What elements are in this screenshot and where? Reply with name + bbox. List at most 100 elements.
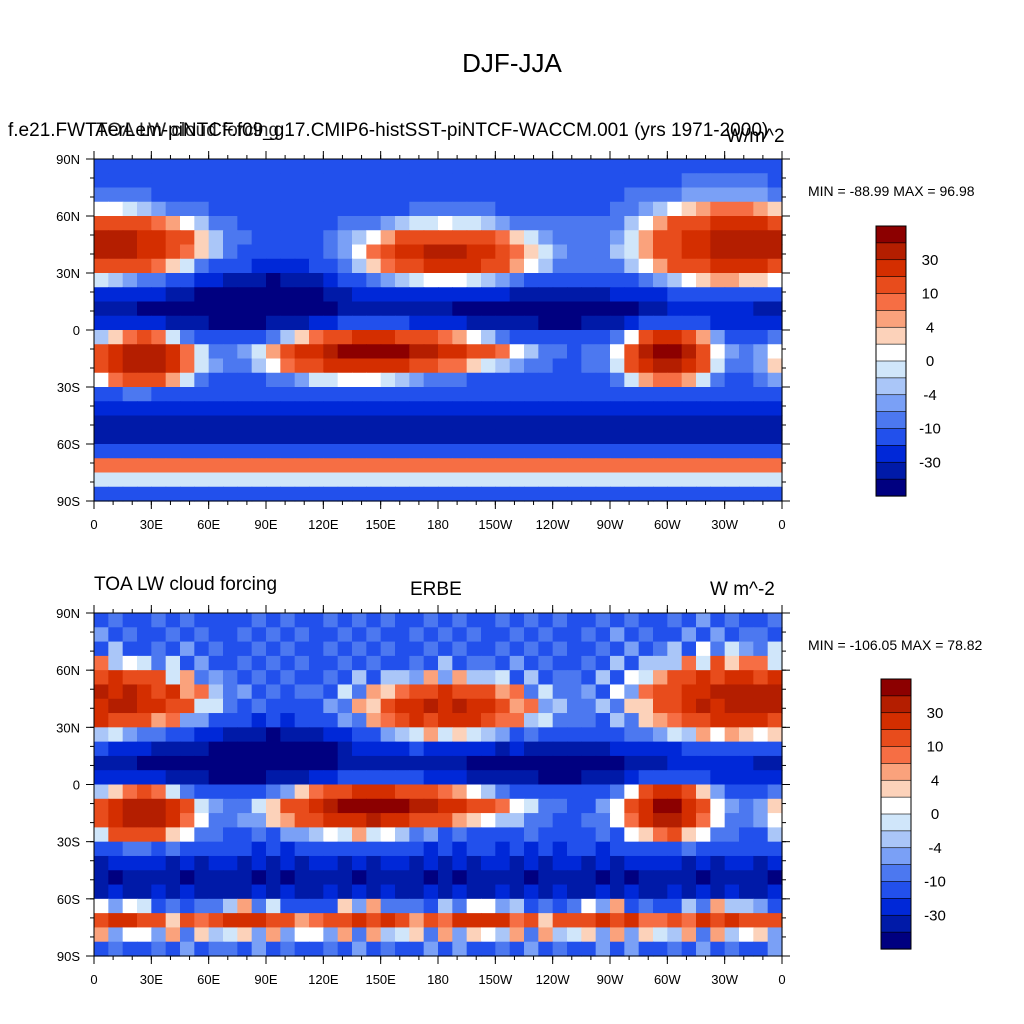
field-cell (223, 698, 238, 714)
field-cell (753, 387, 769, 402)
field-cell (509, 387, 525, 402)
field-cell (466, 230, 482, 246)
field-cell (323, 870, 339, 886)
field-cell (567, 855, 582, 871)
field-cell (237, 627, 253, 643)
field-cell (710, 187, 726, 203)
field-cell (753, 627, 769, 643)
field-cell (667, 727, 683, 743)
field-cell (753, 770, 769, 786)
field-cell (223, 784, 238, 800)
field-cell (481, 770, 496, 786)
field-cell (710, 230, 726, 246)
field-cell (395, 230, 410, 246)
field-cell (538, 741, 554, 757)
field-cell (681, 941, 697, 957)
field-cell (223, 258, 238, 274)
field-cell (309, 798, 324, 814)
field-cell (696, 472, 711, 488)
top-panel-variable-title: TOA LW cloud forcing (96, 120, 280, 141)
field-cell (122, 344, 138, 360)
colorbar-frame (875, 225, 907, 497)
field-cell (739, 429, 754, 445)
field-cell (251, 301, 267, 317)
field-cell (108, 827, 124, 843)
field-cell (165, 698, 181, 714)
field-cell (552, 855, 568, 871)
field-cell (466, 655, 482, 671)
field-cell (309, 884, 324, 900)
field-cell (208, 913, 224, 929)
colorbar-swatch (875, 310, 907, 328)
field-cell (352, 641, 367, 657)
field-cell (466, 244, 482, 260)
field-cell (452, 941, 468, 957)
field-cell (710, 458, 726, 474)
field-cell (237, 755, 253, 771)
field-cell (194, 187, 210, 203)
field-cell (724, 898, 740, 914)
field-cell (352, 770, 367, 786)
field-cell (266, 273, 281, 288)
field-cell (538, 927, 554, 943)
field-cell (509, 784, 525, 800)
field-cell (767, 344, 783, 360)
field-cell (581, 727, 597, 743)
field-cell (509, 330, 525, 345)
field-cell (552, 458, 568, 474)
field-cell (653, 187, 668, 203)
field-cell (638, 655, 654, 671)
lat-tick-label: 60N (56, 209, 80, 224)
field-cell (294, 927, 310, 943)
field-cell (352, 670, 367, 686)
field-cell (108, 713, 124, 728)
field-cell (122, 784, 138, 800)
field-cell (94, 627, 109, 643)
field-cell (280, 387, 296, 402)
field-cell (681, 415, 697, 431)
field-cell (509, 230, 525, 246)
field-cell (94, 173, 109, 189)
field-cell (581, 201, 597, 217)
field-cell (151, 884, 167, 900)
field-cell (108, 201, 124, 217)
field-cell (610, 387, 625, 402)
field-cell (237, 273, 253, 288)
field-cell (423, 870, 439, 886)
field-cell (653, 301, 668, 317)
field-cell (409, 755, 425, 771)
field-cell (223, 330, 238, 345)
field-cell (624, 244, 640, 260)
field-cell (194, 372, 210, 388)
field-cell (438, 827, 453, 843)
field-cell (681, 230, 697, 246)
field-cell (538, 344, 554, 360)
field-cell (552, 201, 568, 217)
colorbar-tick-label: -10 (919, 421, 941, 438)
field-cell (653, 670, 668, 686)
field-cell (94, 784, 109, 800)
field-cell (122, 472, 138, 488)
field-cell (495, 159, 511, 174)
field-cell (653, 287, 668, 303)
field-cell (767, 387, 783, 402)
field-cell (681, 655, 697, 671)
field-cell (509, 698, 525, 714)
field-cell (366, 913, 382, 929)
field-cell (309, 841, 324, 857)
field-cell (352, 655, 367, 671)
field-cell (595, 870, 611, 886)
field-cell (624, 230, 640, 246)
field-cell (94, 301, 109, 317)
lon-tick-label: 180 (427, 972, 449, 987)
field-cell (595, 655, 611, 671)
field-cell (653, 641, 668, 657)
field-cell (524, 244, 539, 260)
field-cell (108, 684, 124, 700)
field-cell (122, 755, 138, 771)
field-cell (151, 230, 167, 246)
field-cell (638, 258, 654, 274)
field-cell (667, 187, 683, 203)
field-cell (108, 641, 124, 657)
field-cell (438, 770, 453, 786)
